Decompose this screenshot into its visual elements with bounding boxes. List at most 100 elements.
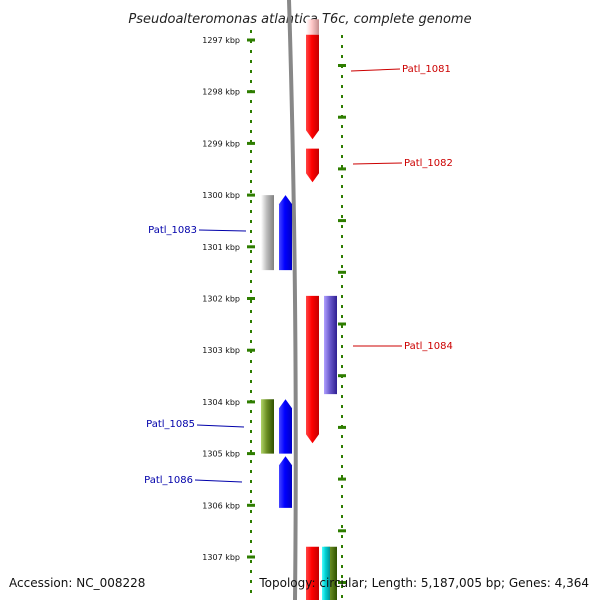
axis-tick-right	[338, 581, 346, 584]
left-guide-dot	[250, 280, 252, 283]
gene-label[interactable]: Patl_1086	[144, 475, 193, 486]
left-guide-dot	[250, 420, 252, 423]
gene-label[interactable]: Patl_1081	[402, 64, 451, 75]
axis-tick-label: 1299 kbp	[202, 139, 240, 148]
left-guide-dot	[250, 330, 252, 333]
axis-tick-right	[338, 374, 346, 378]
left-guide-dot	[250, 460, 252, 463]
axis-tick-label: 1301 kbp	[202, 243, 240, 252]
right-guide-dot	[341, 45, 343, 48]
left-guide-dot	[250, 520, 252, 523]
genome-backbone	[287, 0, 298, 600]
gene-label-leader	[352, 162, 403, 165]
left-guide-dot	[250, 260, 252, 263]
right-guide-dot	[341, 235, 343, 238]
left-guide-dot	[250, 210, 252, 213]
right-guide-dot	[341, 85, 343, 88]
gene-label[interactable]: Patl_1084	[404, 341, 453, 352]
axis-tick-left	[247, 193, 255, 197]
gene-label[interactable]: Patl_1085	[146, 419, 195, 430]
right-guide-dot	[341, 255, 343, 258]
axis-ticks: 1297 kbp 1298 kbp 1299 kbp 1300 kbp 1301 kbp…	[202, 30, 346, 598]
left-guide-dot	[250, 390, 252, 393]
right-guide-dot	[341, 315, 343, 318]
right-guide-dot	[341, 295, 343, 298]
left-guide-dot	[250, 50, 252, 53]
right-guide-dot	[341, 365, 343, 368]
left-guide-dot	[250, 190, 252, 193]
right-guide-dot	[341, 455, 343, 458]
left-guide-dot	[250, 80, 252, 83]
right-guide-dot	[341, 275, 343, 278]
gene-feature	[261, 399, 274, 454]
left-guide-dot	[250, 60, 252, 63]
gene-feature	[324, 295, 337, 395]
right-guide-dot	[341, 175, 343, 178]
right-guide-dot	[341, 165, 343, 168]
gene-label[interactable]: Patl_1083	[148, 225, 197, 236]
gene-arrow-patl_1083	[279, 195, 292, 271]
left-guide-dot	[250, 180, 252, 183]
right-guide-dot	[341, 555, 343, 558]
right-guide-dot	[341, 515, 343, 518]
right-guide-dot	[341, 55, 343, 58]
right-guide-dot	[341, 215, 343, 218]
left-guide-dot	[250, 480, 252, 483]
axis-tick-label: 1307 kbp	[202, 553, 240, 562]
left-guide-dot	[250, 310, 252, 313]
left-guide-dot	[250, 250, 252, 253]
axis-tick-right	[338, 529, 346, 533]
axis-tick-label: 1297 kbp	[202, 36, 240, 45]
left-guide-dot	[250, 340, 252, 343]
right-guide-dot	[341, 405, 343, 408]
axis-tick-left	[247, 400, 255, 404]
right-guide-dot	[341, 495, 343, 498]
gene-label-leader	[196, 424, 245, 428]
gene-feature	[322, 546, 330, 600]
axis-tick-left	[247, 141, 255, 145]
right-guide-dot	[341, 355, 343, 358]
left-guide-dot	[250, 540, 252, 543]
gene-feature	[261, 195, 274, 271]
accession-text: Accession: NC_008228	[9, 576, 146, 590]
axis-tick-right	[338, 477, 346, 481]
right-guide-dot	[341, 155, 343, 158]
gene-feature	[306, 19, 319, 35]
right-guide-dot	[341, 305, 343, 308]
left-guide-dot	[250, 560, 252, 563]
gene-arrow-patl_1082	[306, 148, 319, 183]
axis-tick-left	[247, 245, 255, 249]
right-guide-dot	[341, 75, 343, 78]
right-guide-dot	[341, 35, 343, 38]
left-guide-dot	[250, 70, 252, 73]
right-guide-dot	[341, 395, 343, 398]
right-guide-dot	[341, 125, 343, 128]
gene-arrow-patl_1086	[279, 456, 292, 508]
axis-tick-right	[338, 270, 346, 274]
left-guide-dot	[250, 470, 252, 473]
left-guide-dot	[250, 530, 252, 533]
left-guide-dot	[250, 380, 252, 383]
gene-label[interactable]: Patl_1082	[404, 158, 453, 169]
left-guide-dot	[250, 150, 252, 153]
right-guide-dot	[341, 245, 343, 248]
left-guide-dot	[250, 270, 252, 273]
right-guide-dot	[341, 575, 343, 578]
left-guide-dot	[250, 220, 252, 223]
left-guide-dot	[250, 590, 252, 593]
right-guide-dot	[341, 525, 343, 528]
gene-label-leader	[194, 479, 243, 483]
right-guide-dot	[341, 435, 343, 438]
left-guide-dot	[250, 140, 252, 143]
right-guide-dot	[341, 205, 343, 208]
right-guide-dot	[341, 485, 343, 488]
left-guide-dot	[250, 110, 252, 113]
right-guide-dot	[341, 185, 343, 188]
left-guide-dot	[250, 130, 252, 133]
left-guide-dot	[250, 230, 252, 233]
left-guide-dot	[250, 160, 252, 163]
right-guide-dot	[341, 325, 343, 328]
left-guide-dot	[250, 240, 252, 243]
right-guide-dot	[341, 475, 343, 478]
